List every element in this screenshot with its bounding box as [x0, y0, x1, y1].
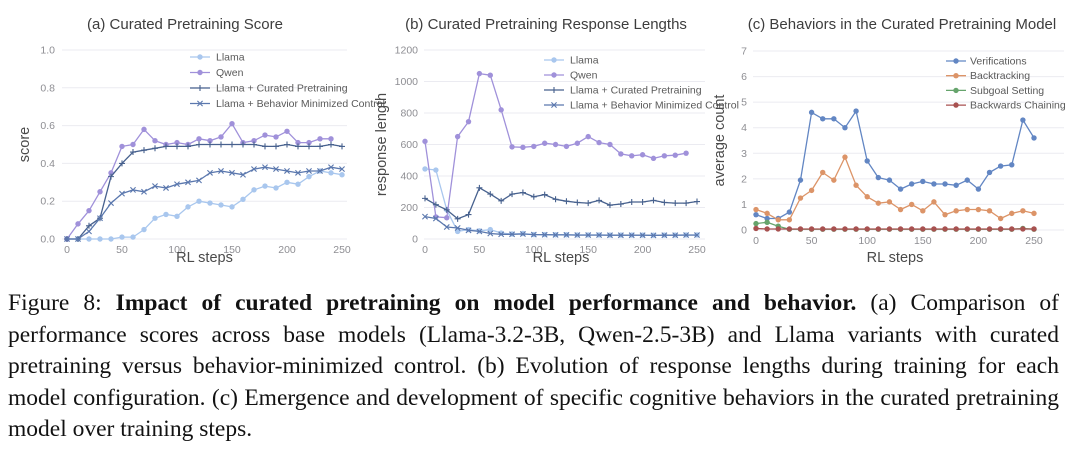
y-tick-label: 0 — [412, 234, 418, 246]
legend-label: Llama + Behavior Minimized Control — [216, 98, 385, 110]
y-tick-label: 200 — [400, 202, 418, 214]
x-tick-label: 0 — [422, 244, 428, 256]
x-axis-label: RL steps — [176, 250, 233, 265]
y-tick-label: 4 — [741, 122, 747, 134]
legend-label: Backwards Chaining — [970, 100, 1066, 112]
series-backtracking — [753, 154, 1037, 223]
legend-label: Llama — [570, 55, 599, 67]
chart-title: (a) Curated Pretraining Score — [87, 16, 283, 33]
series-backwards-chaining — [753, 225, 1037, 232]
x-tick-label: 150 — [579, 244, 597, 256]
x-tick-label: 0 — [64, 244, 70, 256]
y-tick-label: 1200 — [395, 45, 419, 57]
x-tick-label: 50 — [474, 244, 486, 256]
y-tick-label: 0.4 — [40, 158, 55, 170]
legend-label: Subgoal Setting — [970, 85, 1044, 97]
legend-label: Llama + Behavior Minimized Control — [570, 100, 739, 112]
x-tick-label: 0 — [753, 235, 759, 247]
legend: Llama Qwen Llama + Curated Pretraining Llam… — [190, 52, 385, 110]
chart-b-curated-pretraining-response-lengths: 0 200 400 600 800 1000 1200 0 50 100 150 200 250 (b) … — [374, 16, 739, 266]
x-tick-label: 50 — [116, 244, 128, 256]
series-llama-behavior-minimized-control — [64, 164, 345, 242]
x-tick-label: 200 — [278, 244, 296, 256]
legend: Verifications Backtracking Subgoal Setting… — [946, 56, 1066, 112]
x-tick-label: 150 — [914, 235, 932, 247]
y-tick-label: 0 — [741, 225, 747, 237]
figure-caption: Figure 8: Impact of curated pretraining … — [8, 288, 1059, 446]
legend-label: Backtracking — [970, 70, 1030, 82]
x-tick-label: 200 — [970, 235, 988, 247]
x-axis-label: RL steps — [533, 250, 590, 265]
x-tick-label: 100 — [168, 244, 186, 256]
x-tick-label: 250 — [333, 244, 351, 256]
y-tick-label: 0.0 — [40, 234, 55, 246]
y-tick-label: 800 — [400, 108, 418, 120]
legend-label: Qwen — [216, 67, 244, 79]
y-axis-label: average count — [712, 95, 728, 187]
y-tick-label: 3 — [741, 148, 747, 160]
series-llama — [422, 166, 700, 238]
chart-title: (c) Behaviors in the Curated Pretraining… — [748, 16, 1056, 33]
y-tick-label: 400 — [400, 171, 418, 183]
legend-label: Llama — [216, 52, 245, 64]
series-llama-curated-pretraining — [64, 141, 345, 242]
series-qwen — [64, 121, 334, 242]
figure-charts-svg: 0.00.20.40.60.81.00 50 100 150 200 250(a) Cur… — [17, 16, 1066, 266]
series-llama — [64, 168, 345, 242]
y-tick-label: 5 — [741, 97, 747, 109]
legend-label: Verifications — [970, 56, 1027, 68]
x-tick-label: 50 — [806, 235, 818, 247]
series-llama-curated-pretraining — [422, 184, 700, 222]
y-tick-label: 2 — [741, 173, 747, 185]
y-axis-label: response length — [374, 93, 390, 196]
series-verifications — [753, 108, 1037, 222]
legend-label: Llama + Curated Pretraining — [570, 85, 702, 97]
figure-charts-row: 0.0 0.2 0.4 0.6 0.8 1.0 0 50 100 150 200 250 (a) Cur… — [17, 16, 1066, 266]
legend-label: Llama + Curated Pretraining — [216, 83, 348, 95]
x-tick-label: 100 — [858, 235, 876, 247]
y-tick-label: 6 — [741, 71, 747, 83]
x-tick-label: 250 — [1025, 235, 1043, 247]
caption-body: (a) Comparison of performance scores acr… — [8, 290, 1059, 443]
caption-bold-title: Impact of curated pretraining on model p… — [115, 290, 857, 316]
x-axis-label: RL steps — [867, 250, 924, 265]
y-tick-label: 0.8 — [40, 82, 55, 94]
x-tick-label: 100 — [525, 244, 543, 256]
y-tick-label: 1 — [741, 199, 747, 211]
chart-a-curated-pretraining-score: 0.0 0.2 0.4 0.6 0.8 1.0 0 50 100 150 200 250 (a) Cur… — [17, 16, 385, 266]
legend: Llama Qwen Llama + Curated Pretraining Llam… — [544, 55, 739, 112]
legend-label: Qwen — [570, 70, 598, 82]
chart-title: (b) Curated Pretraining Response Lengths — [405, 16, 687, 33]
x-tick-label: 150 — [223, 244, 241, 256]
y-tick-label: 1.0 — [40, 45, 55, 57]
chart-c-behaviors-in-curated-pretraining-model: 0 1 2 3 4 5 6 7 0 50 100 150 200 250 (c) Behaviors in … — [712, 16, 1066, 266]
y-tick-label: 0.2 — [40, 196, 55, 208]
y-tick-label: 600 — [400, 139, 418, 151]
y-tick-label: 1000 — [395, 76, 419, 88]
series-qwen — [422, 70, 689, 221]
x-tick-label: 200 — [634, 244, 652, 256]
caption-figure-label: Figure 8: — [8, 290, 116, 316]
x-tick-label: 250 — [688, 244, 706, 256]
series-llama-behavior-minimized-control — [422, 213, 700, 239]
y-tick-label: 0.6 — [40, 120, 55, 132]
y-tick-label: 7 — [741, 46, 747, 58]
y-axis-label: score — [17, 127, 33, 162]
